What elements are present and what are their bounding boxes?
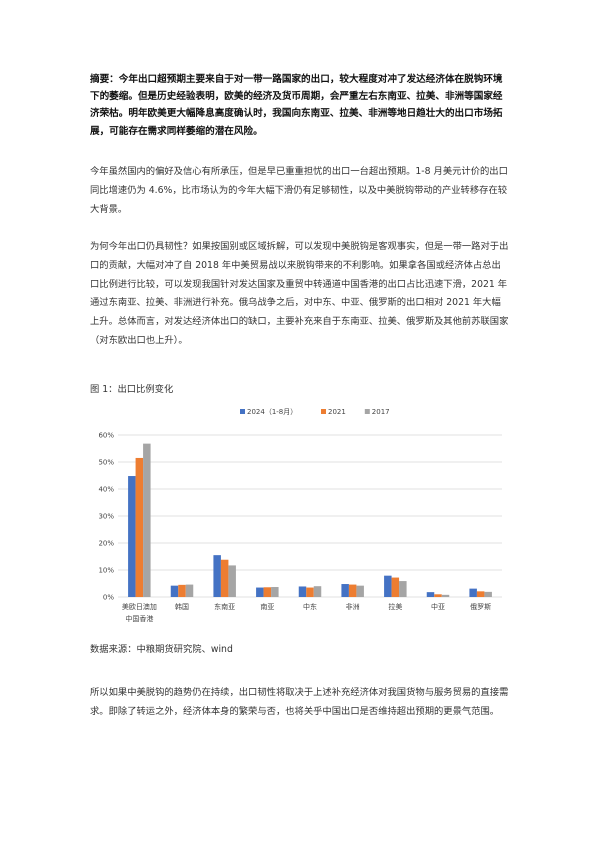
x-tick-label: 俄罗斯 <box>470 602 491 611</box>
bar <box>391 577 400 597</box>
bar <box>220 559 229 597</box>
bar <box>213 555 221 597</box>
bar <box>469 588 477 597</box>
bar <box>356 585 364 597</box>
legend-swatch <box>321 409 326 414</box>
bar <box>341 584 349 597</box>
x-tick-label: 中东 <box>303 602 317 611</box>
y-tick-label: 30% <box>98 513 114 521</box>
bar <box>484 591 492 597</box>
paragraph-3: 所以如果中美脱钩的趋势仍在持续，出口韧性将取决于上述补充经济体对我国货物与服务贸… <box>90 687 509 717</box>
bar <box>263 587 272 597</box>
bar <box>434 594 442 597</box>
bar <box>313 586 322 597</box>
x-tick-label: 中国香港 <box>125 614 153 623</box>
legend-swatch <box>364 409 370 414</box>
bar <box>306 587 314 597</box>
x-tick-label: 韩国 <box>175 602 189 611</box>
y-tick-label: 60% <box>98 432 114 440</box>
data-source: 数据来源：中粮期货研究院、wind <box>90 644 233 655</box>
bar <box>128 476 136 597</box>
bar <box>256 587 264 597</box>
x-tick-label: 中亚 <box>431 602 445 611</box>
y-tick-label: 0% <box>103 594 114 602</box>
x-tick-label: 非洲 <box>346 602 360 611</box>
bar <box>426 592 435 597</box>
legend-swatch <box>240 409 245 414</box>
x-tick-label: 东南亚 <box>214 602 235 611</box>
legend-label: 2024（1-8月） <box>247 408 297 416</box>
bar <box>143 443 151 597</box>
legend-label: 2021 <box>328 408 346 416</box>
y-tick-label: 40% <box>98 486 114 494</box>
bar <box>178 584 186 597</box>
x-tick-label: 美欧日澳加 <box>122 602 157 611</box>
bar <box>170 585 179 597</box>
x-tick-label: 南亚 <box>260 602 274 611</box>
paragraph-1: 今年虽然国内的偏好及信心有所承压，但是早已重重担忧的出口一台超出预期。1-8 月… <box>90 166 508 215</box>
figure-title: 图 1：出口比例变化 <box>90 384 174 395</box>
legend-label: 2017 <box>372 408 390 416</box>
bar <box>384 575 392 597</box>
bar <box>228 565 236 597</box>
y-tick-label: 10% <box>98 567 114 575</box>
bar <box>476 591 485 597</box>
bar <box>441 594 450 597</box>
y-tick-label: 20% <box>98 540 114 548</box>
x-tick-label: 拉美 <box>388 602 402 611</box>
bar <box>271 587 279 597</box>
bar <box>348 584 357 597</box>
bar <box>399 581 407 597</box>
y-tick-label: 50% <box>98 459 114 467</box>
abstract: 摘要：今年出口超预期主要来自于对一带一路国家的出口，较大程度对冲了发达经济体在脱… <box>90 74 503 137</box>
bar <box>298 586 307 597</box>
bar <box>185 584 194 597</box>
bar <box>135 457 144 597</box>
paragraph-2: 为何今年出口仍具韧性？如果按国别或区域拆解，可以发现中美脱钩是客观事实，但是一带… <box>90 241 509 346</box>
